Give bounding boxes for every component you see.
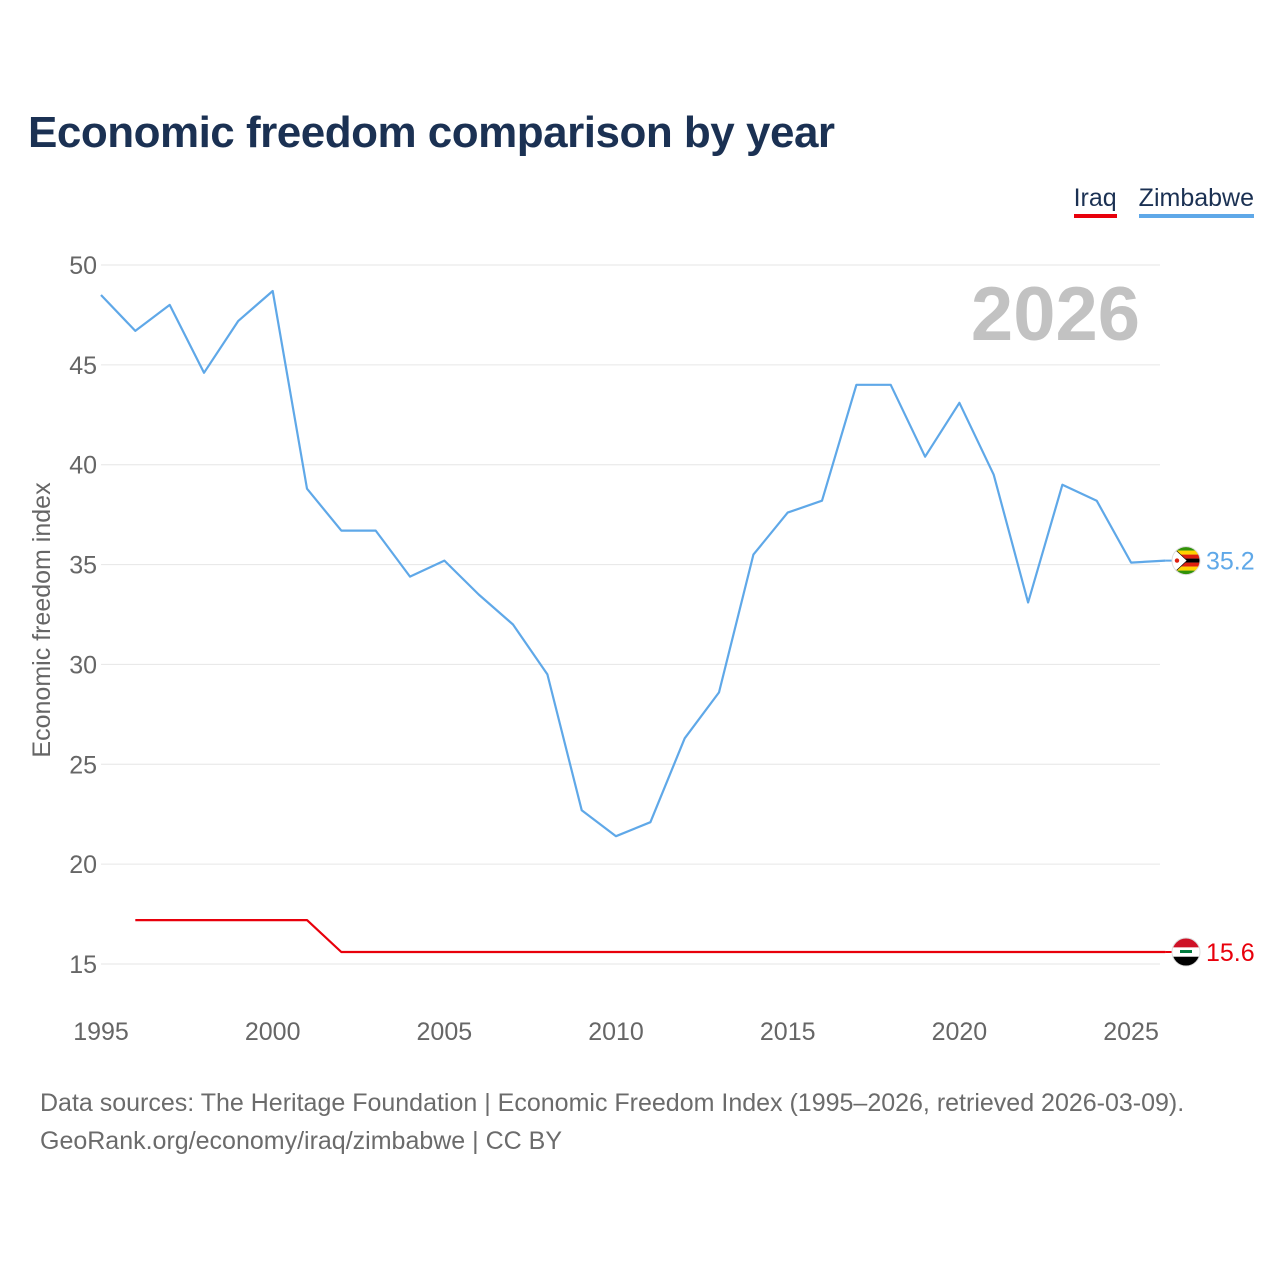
end-markers: 35.2 15.6 <box>1171 546 1255 967</box>
series-line-zimbabwe <box>100 289 1166 838</box>
legend-item-zimbabwe[interactable]: Zimbabwe <box>1138 184 1254 218</box>
series-lines <box>100 289 1186 954</box>
y-tick-label: 35 <box>69 552 97 580</box>
x-tick-label: 2020 <box>932 1018 988 1046</box>
x-tick-label: 2015 <box>760 1018 816 1046</box>
y-tick-label: 25 <box>69 751 97 779</box>
y-tick-label: 15 <box>69 951 97 979</box>
y-axis-ticks: 15 20 25 30 35 40 45 50 <box>69 252 97 979</box>
x-tick-label: 2005 <box>417 1018 473 1046</box>
legend-item-iraq[interactable]: Iraq <box>1073 184 1117 218</box>
year-badge: 2026 <box>971 272 1140 357</box>
y-tick-label: 20 <box>69 851 97 879</box>
x-axis-ticks: 1995 2000 2005 2010 2015 2020 2025 <box>73 1018 1159 1046</box>
x-tick-label: 2000 <box>245 1018 301 1046</box>
x-tick-label: 2025 <box>1103 1018 1159 1046</box>
x-tick-label: 1995 <box>73 1018 129 1046</box>
grid-lines <box>101 264 1160 965</box>
source-line-1: Data sources: The Heritage Foundation | … <box>40 1089 1185 1117</box>
y-tick-label: 40 <box>69 452 97 480</box>
y-tick-label: 30 <box>69 651 97 679</box>
y-tick-label: 50 <box>69 252 97 280</box>
end-value-label-zimbabwe: 35.2 <box>1206 548 1255 576</box>
y-tick-label: 45 <box>69 352 97 380</box>
zimbabwe-flag-icon <box>1171 546 1201 576</box>
iraq-flag-icon <box>1171 937 1201 967</box>
y-axis-label: Economic freedom index <box>28 482 56 758</box>
source-line-2: GeoRank.org/economy/iraq/zimbabwe | CC B… <box>40 1127 562 1155</box>
source-note: Data sources: The Heritage Foundation | … <box>40 1084 1184 1160</box>
chart-title: Economic freedom comparison by year <box>28 108 835 157</box>
end-value-label-iraq: 15.6 <box>1206 939 1255 967</box>
series-line-iraq <box>135 918 1166 954</box>
legend: Iraq Zimbabwe <box>1073 184 1254 218</box>
x-tick-label: 2010 <box>588 1018 644 1046</box>
